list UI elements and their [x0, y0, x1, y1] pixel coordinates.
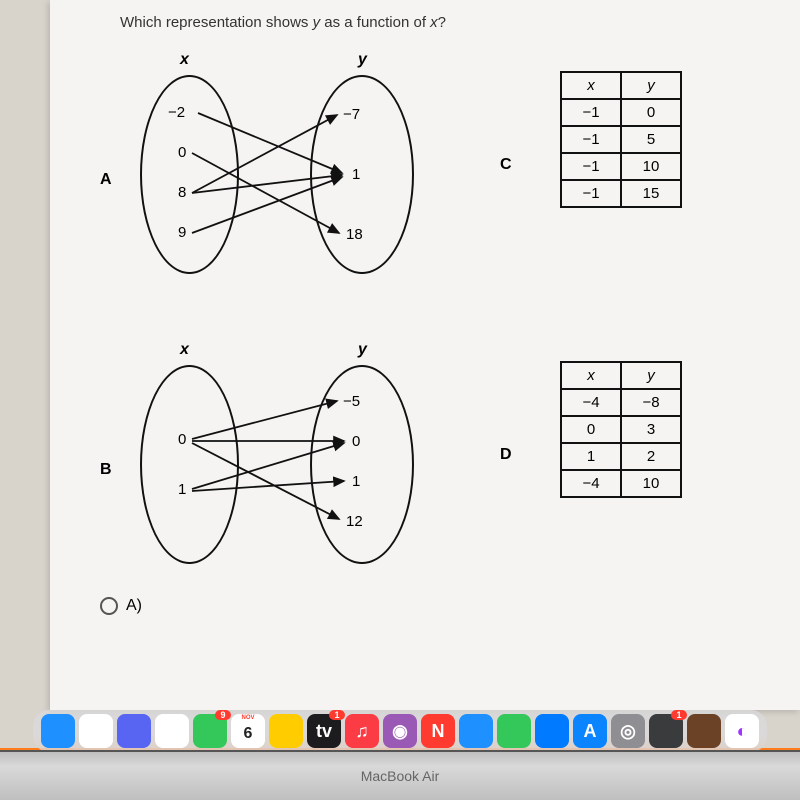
badge-icon: 1: [671, 710, 687, 720]
dock-app-roblox[interactable]: 1: [649, 714, 683, 748]
tc-hx: x: [561, 72, 621, 99]
dock-app-finder[interactable]: [41, 714, 75, 748]
option-a: A x y −2 0 8 9 −7 1 18: [100, 51, 480, 301]
dock-app-keynote[interactable]: [535, 714, 569, 748]
td-11: 3: [621, 416, 681, 443]
tc-31: 15: [621, 180, 681, 207]
dock-app-photos[interactable]: [79, 714, 113, 748]
dock-app-reminders[interactable]: [155, 714, 189, 748]
td-hy: y: [621, 362, 681, 389]
question-text: Which representation shows y as a functi…: [120, 14, 770, 31]
tc-hy: y: [621, 72, 681, 99]
macos-dock[interactable]: 9NOV6tv1♫◉NA◎1◐: [33, 710, 767, 752]
tc-10: −1: [561, 126, 621, 153]
badge-icon: 1: [329, 710, 345, 720]
tc-01: 0: [621, 99, 681, 126]
dock-app-settings[interactable]: ◎: [611, 714, 645, 748]
dock-app-safari[interactable]: [459, 714, 493, 748]
tc-30: −1: [561, 180, 621, 207]
q-x: x: [430, 14, 438, 31]
radio-a-label: A): [126, 597, 142, 615]
dock-app-music[interactable]: ♫: [345, 714, 379, 748]
worksheet-page: Which representation shows y as a functi…: [50, 0, 800, 710]
label-c: C: [500, 156, 512, 174]
table-c: xy −10 −15 −110 −115: [560, 71, 682, 208]
td-20: 1: [561, 443, 621, 470]
dock-app-messages[interactable]: 9: [193, 714, 227, 748]
td-01: −8: [621, 389, 681, 416]
options-grid: A x y −2 0 8 9 −7 1 18: [100, 51, 770, 591]
td-21: 2: [621, 443, 681, 470]
dock-app-minecraft[interactable]: [687, 714, 721, 748]
option-d: D xy −4−8 03 12 −410: [520, 341, 780, 591]
option-c: C xy −10 −15 −110 −115: [520, 51, 780, 301]
badge-icon: 9: [215, 710, 231, 720]
q-suffix: ?: [438, 14, 446, 31]
tc-11: 5: [621, 126, 681, 153]
td-30: −4: [561, 470, 621, 497]
dock-app-messenger[interactable]: ◐: [725, 714, 759, 748]
q-mid: as a function of: [320, 14, 430, 31]
tc-21: 10: [621, 153, 681, 180]
dock-app-appletv[interactable]: tv1: [307, 714, 341, 748]
dock-app-news[interactable]: N: [421, 714, 455, 748]
dock-app-notes[interactable]: [269, 714, 303, 748]
laptop-bezel: MacBook Air: [0, 750, 800, 800]
q-y: y: [313, 14, 321, 31]
dock-app-appstore[interactable]: A: [573, 714, 607, 748]
td-00: −4: [561, 389, 621, 416]
tc-20: −1: [561, 153, 621, 180]
q-prefix: Which representation shows: [120, 14, 313, 31]
dock-app-discord[interactable]: [117, 714, 151, 748]
label-b: B: [100, 461, 112, 479]
td-31: 10: [621, 470, 681, 497]
laptop-label: MacBook Air: [361, 768, 440, 784]
td-10: 0: [561, 416, 621, 443]
dock-app-podcasts[interactable]: ◉: [383, 714, 417, 748]
label-d: D: [500, 446, 512, 464]
answer-row-a[interactable]: A): [100, 597, 770, 615]
arrows-b: [130, 341, 430, 571]
dock-app-numbers[interactable]: [497, 714, 531, 748]
label-a: A: [100, 171, 112, 189]
dock-app-calendar[interactable]: NOV6: [231, 714, 265, 748]
td-hx: x: [561, 362, 621, 389]
radio-a[interactable]: [100, 597, 118, 615]
table-d: xy −4−8 03 12 −410: [560, 361, 682, 498]
tc-00: −1: [561, 99, 621, 126]
option-b: B x y 0 1 −5 0 1 12: [100, 341, 480, 591]
arrows-a: [130, 51, 430, 281]
